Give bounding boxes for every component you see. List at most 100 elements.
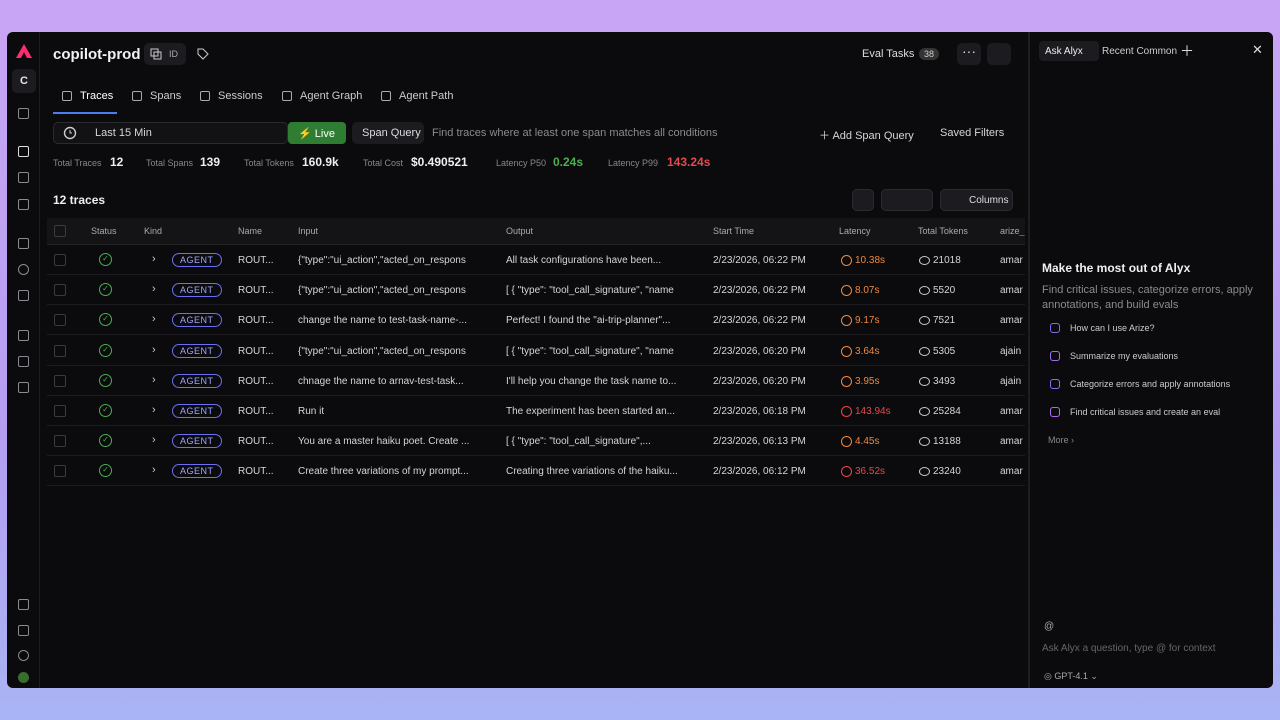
alyx-tab[interactable]: Recent Common	[1102, 46, 1178, 57]
select-all[interactable]	[54, 225, 66, 237]
tab[interactable]: Spans	[150, 90, 182, 102]
app-window: C copilot-prod ID Eval Tasks 38 ··· Last…	[7, 32, 1273, 688]
user-avatar[interactable]	[18, 672, 29, 683]
live-label: Live	[314, 128, 335, 140]
expand-row[interactable]: ›	[152, 343, 156, 356]
row-checkbox[interactable]	[54, 344, 66, 357]
column-header[interactable]: Kind	[144, 226, 163, 236]
time-range[interactable]	[53, 122, 288, 144]
nav-icon[interactable]	[18, 264, 29, 275]
status-ok: ✓	[99, 283, 112, 297]
model-select[interactable]: ◎ GPT-4.1 ⌄	[1044, 671, 1098, 681]
table-row[interactable]	[47, 396, 1025, 426]
chat-input[interactable]: Ask Alyx a question, type @ for context	[1042, 643, 1216, 654]
suggestion-icon	[1050, 323, 1060, 333]
query-input[interactable]: Find traces where at least one span matc…	[432, 127, 718, 139]
expand-row[interactable]: ›	[152, 253, 156, 265]
expand-row[interactable]: ›	[152, 373, 156, 386]
status-ok: ✓	[99, 253, 112, 266]
cell-text: All task configurations have been...	[506, 255, 662, 266]
eval-tasks[interactable]: Eval Tasks	[862, 48, 915, 60]
table-row[interactable]	[47, 305, 1025, 336]
row-checkbox[interactable]	[54, 284, 66, 297]
nav-icon[interactable]	[18, 356, 29, 367]
suggestion[interactable]: Find critical issues and create an eval	[1070, 407, 1221, 417]
add-span-query[interactable]: ＋ Add Span Query	[819, 130, 914, 142]
nav-icon[interactable]	[18, 238, 29, 249]
expand-row[interactable]: ›	[152, 283, 156, 296]
org-avatar[interactable]: C	[12, 69, 36, 93]
saved-filters[interactable]: Saved Filters	[940, 127, 1005, 139]
suggestion[interactable]: Categorize errors and apply annotations	[1070, 379, 1231, 389]
tab[interactable]: Sessions	[218, 90, 263, 102]
density-toggle[interactable]	[881, 189, 933, 211]
tab[interactable]: Traces	[80, 90, 114, 102]
more-link[interactable]: More ›	[1048, 435, 1075, 445]
nav-icon[interactable]	[18, 172, 29, 183]
side-nav: C	[7, 32, 40, 688]
alyx-tab[interactable]: Ask Alyx	[1045, 46, 1083, 57]
suggestion[interactable]: How can I use Arize?	[1070, 323, 1155, 333]
expand-row[interactable]: ›	[152, 434, 156, 447]
column-header[interactable]: Output	[506, 226, 534, 236]
tag-icon[interactable]	[197, 48, 209, 60]
nav-icon[interactable]	[18, 599, 29, 610]
cell-text: ROUT...	[238, 406, 274, 417]
cell-text: amar	[1000, 315, 1023, 327]
cell-text: amar	[1000, 466, 1023, 478]
column-header[interactable]: Total Tokens	[918, 226, 968, 236]
suggestion[interactable]: Summarize my evaluations	[1070, 351, 1179, 361]
new-chat[interactable]: ＋	[1180, 43, 1194, 59]
nav-icon[interactable]	[18, 108, 29, 119]
columns-button[interactable]: Columns	[940, 189, 1013, 211]
tab-icon	[200, 91, 210, 101]
row-checkbox[interactable]	[54, 465, 66, 478]
tab[interactable]: Agent Graph	[300, 90, 363, 102]
row-checkbox[interactable]	[54, 405, 66, 417]
row-checkbox[interactable]	[54, 314, 66, 327]
cell-text: {"type":"ui_action","acted_on_respons	[298, 285, 466, 297]
column-header[interactable]: Start Time	[713, 226, 755, 236]
table-row[interactable]	[47, 275, 1025, 306]
table-row[interactable]	[47, 426, 1025, 457]
suggestion-icon	[1050, 379, 1060, 389]
mention-button[interactable]: @	[1044, 621, 1055, 632]
nav-icon[interactable]	[18, 199, 29, 210]
nav-icon[interactable]	[18, 330, 29, 341]
column-header[interactable]: Latency	[839, 226, 871, 236]
tokens: 7521	[933, 315, 956, 327]
more-menu[interactable]: ···	[957, 43, 981, 65]
download-button[interactable]	[852, 189, 874, 211]
token-icon	[919, 286, 930, 296]
cell-text: amar	[1000, 285, 1023, 297]
eval-count: 38	[919, 48, 940, 60]
nav-icon[interactable]	[18, 146, 29, 157]
expand-row[interactable]: ›	[152, 404, 156, 416]
expand-row[interactable]: ›	[152, 464, 156, 477]
nav-icon[interactable]	[18, 290, 29, 301]
table-row[interactable]	[47, 336, 1025, 366]
tab[interactable]: Agent Path	[399, 90, 454, 102]
latency-icon	[841, 466, 852, 478]
close-panel[interactable]: ✕	[1252, 42, 1263, 57]
table-row[interactable]	[47, 366, 1025, 396]
row-checkbox[interactable]	[54, 435, 66, 448]
column-header[interactable]: Input	[298, 226, 319, 236]
table-row[interactable]	[47, 245, 1025, 275]
row-checkbox[interactable]	[54, 254, 66, 266]
nav-icon[interactable]	[18, 382, 29, 393]
row-checkbox[interactable]	[54, 374, 66, 387]
nav-icon[interactable]	[18, 650, 29, 661]
column-header[interactable]: arize_	[1000, 226, 1025, 236]
live-button[interactable]: ⚡ Live	[288, 122, 346, 144]
tokens: 3493	[933, 375, 956, 387]
span-query-button[interactable]: Span Query	[352, 122, 424, 144]
column-header[interactable]: Status	[91, 226, 117, 236]
column-header[interactable]: Name	[238, 226, 263, 236]
expand-row[interactable]: ›	[152, 313, 156, 326]
table-row[interactable]	[47, 456, 1025, 487]
nav-icon[interactable]	[18, 625, 29, 636]
alyx-toggle[interactable]	[987, 43, 1011, 65]
token-icon	[919, 407, 930, 416]
tokens: 21018	[933, 255, 961, 266]
